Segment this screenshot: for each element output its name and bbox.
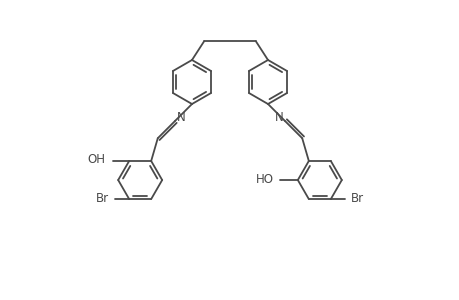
Text: N: N	[274, 111, 283, 124]
Text: Br: Br	[96, 192, 109, 205]
Text: OH: OH	[87, 154, 105, 166]
Text: N: N	[176, 111, 185, 124]
Text: Br: Br	[350, 192, 363, 205]
Text: HO: HO	[255, 172, 273, 185]
